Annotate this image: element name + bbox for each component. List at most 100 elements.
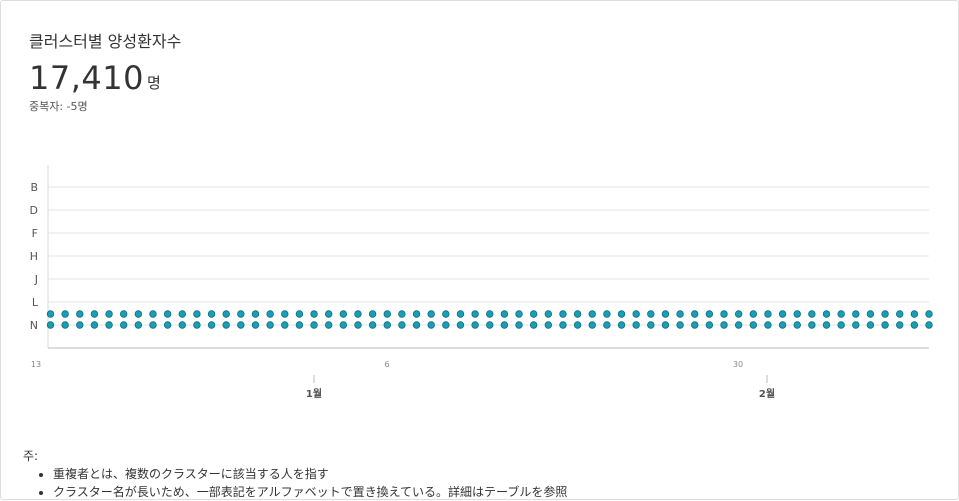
data-point bbox=[896, 321, 904, 329]
note-item: 重複者とは、複数のクラスターに該当する人を指す bbox=[53, 465, 567, 483]
y-tick-label: D bbox=[30, 204, 38, 217]
data-point bbox=[852, 310, 860, 318]
data-point bbox=[149, 310, 157, 318]
data-point bbox=[837, 310, 845, 318]
data-point bbox=[412, 310, 421, 318]
data-point bbox=[442, 310, 450, 318]
data-point bbox=[383, 310, 391, 318]
data-point bbox=[266, 310, 274, 318]
y-tick-label: L bbox=[32, 296, 39, 309]
data-point bbox=[544, 310, 553, 318]
data-point bbox=[90, 321, 99, 329]
data-point bbox=[427, 310, 435, 318]
data-point bbox=[163, 310, 172, 318]
data-point bbox=[808, 321, 816, 329]
data-point bbox=[383, 321, 391, 329]
data-point bbox=[661, 321, 670, 329]
data-point bbox=[764, 321, 772, 329]
note-item: クラスター名が長いため、一部表記をアルファベットで置き換えている。詳細はテーブル… bbox=[53, 483, 567, 501]
data-point bbox=[676, 310, 684, 318]
data-point bbox=[515, 310, 523, 318]
data-point bbox=[749, 310, 757, 318]
data-point bbox=[310, 310, 318, 318]
data-point bbox=[705, 321, 714, 329]
data-point bbox=[559, 321, 567, 329]
data-point bbox=[720, 321, 728, 329]
data-point bbox=[632, 321, 640, 329]
data-point bbox=[237, 310, 245, 318]
data-point bbox=[178, 310, 186, 318]
data-point bbox=[251, 310, 260, 318]
data-point bbox=[925, 310, 933, 318]
data-point bbox=[120, 321, 128, 329]
data-point bbox=[617, 321, 626, 329]
data-point bbox=[339, 321, 348, 329]
y-tick-label: F bbox=[32, 227, 38, 240]
x-tick-label: 30 bbox=[733, 360, 743, 369]
x-month-label: 1월 bbox=[306, 388, 322, 400]
data-point bbox=[368, 310, 377, 318]
data-point bbox=[222, 321, 230, 329]
data-point bbox=[295, 310, 304, 318]
data-point bbox=[603, 310, 611, 318]
data-point bbox=[310, 321, 318, 329]
y-tick-label: B bbox=[30, 181, 38, 194]
data-point bbox=[46, 310, 55, 318]
data-point bbox=[896, 310, 904, 318]
data-point bbox=[529, 310, 538, 318]
data-point bbox=[193, 310, 201, 318]
data-point bbox=[398, 321, 406, 329]
data-point bbox=[354, 321, 362, 329]
data-point bbox=[207, 321, 216, 329]
data-point bbox=[837, 321, 845, 329]
y-tick-label: H bbox=[30, 250, 38, 263]
x-tick-label: 6 bbox=[384, 360, 389, 369]
y-tick-label: N bbox=[30, 319, 38, 332]
total-count: 17,410 bbox=[29, 59, 144, 97]
data-point bbox=[456, 321, 465, 329]
data-point bbox=[793, 310, 801, 318]
data-point bbox=[222, 310, 230, 318]
data-point bbox=[544, 321, 553, 329]
data-point bbox=[149, 321, 157, 329]
data-point bbox=[647, 310, 655, 318]
data-point bbox=[324, 310, 333, 318]
data-point bbox=[266, 321, 274, 329]
data-point bbox=[647, 321, 655, 329]
data-point bbox=[617, 310, 626, 318]
data-point bbox=[76, 321, 84, 329]
data-point bbox=[691, 321, 699, 329]
data-point bbox=[661, 310, 670, 318]
x-month-label: 2월 bbox=[759, 388, 775, 400]
data-point bbox=[427, 321, 435, 329]
data-point bbox=[588, 321, 596, 329]
data-point bbox=[559, 310, 567, 318]
data-point bbox=[793, 321, 801, 329]
notes-section: 주: 重複者とは、複数のクラスターに該当する人を指す クラスター名が長いため、一… bbox=[23, 447, 567, 501]
data-point bbox=[412, 321, 421, 329]
data-point bbox=[778, 310, 787, 318]
notes-label: 주: bbox=[23, 449, 39, 463]
data-point bbox=[120, 310, 128, 318]
data-point bbox=[866, 310, 875, 318]
duplicate-note: 중복자: -5명 bbox=[29, 100, 88, 113]
data-point bbox=[691, 310, 699, 318]
data-point bbox=[734, 321, 743, 329]
data-point bbox=[529, 321, 538, 329]
data-point bbox=[822, 310, 831, 318]
data-point bbox=[61, 321, 69, 329]
notes-list: 重複者とは、複数のクラスターに該当する人を指す クラスター名が長いため、一部表記… bbox=[23, 465, 567, 501]
data-point bbox=[163, 321, 172, 329]
data-point bbox=[471, 321, 479, 329]
data-point bbox=[324, 321, 333, 329]
data-point bbox=[778, 321, 787, 329]
data-point bbox=[76, 310, 84, 318]
data-point bbox=[881, 310, 889, 318]
data-point bbox=[456, 310, 465, 318]
chart-title: 클러스터별 양성환자수 bbox=[29, 32, 182, 51]
data-point bbox=[105, 310, 113, 318]
data-point bbox=[749, 321, 757, 329]
data-point bbox=[632, 310, 640, 318]
